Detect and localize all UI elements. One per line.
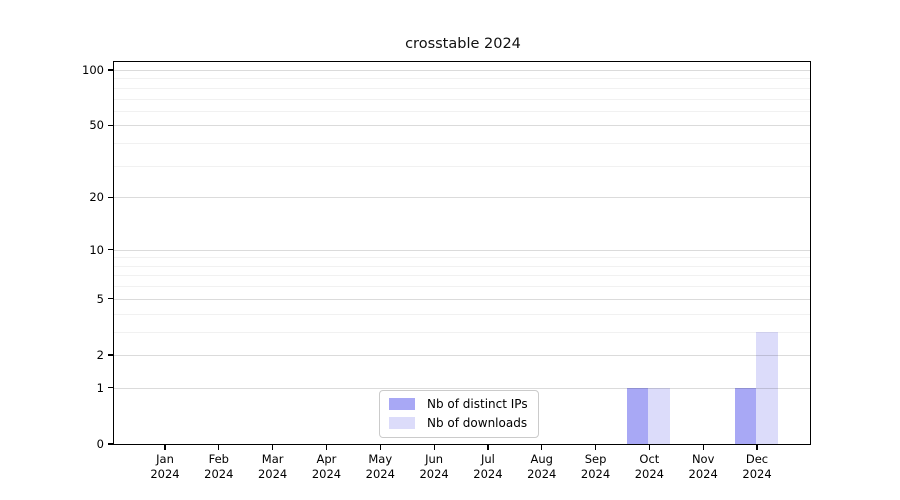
x-tick-nov-2024 bbox=[702, 445, 704, 450]
x-tick-label-line: Jun bbox=[425, 452, 444, 466]
x-tick-label-jul-2024: Jul 2024 bbox=[456, 452, 520, 482]
y-tick-0 bbox=[108, 443, 114, 445]
x-tick-apr-2024 bbox=[325, 445, 328, 450]
gridline-y-9 bbox=[114, 257, 810, 259]
y-tick-2 bbox=[108, 354, 114, 356]
y-tick-label-0: 0 bbox=[96, 437, 104, 451]
x-tick-label-nov-2024: Nov 2024 bbox=[671, 452, 735, 482]
x-tick-label-line: 2024 bbox=[688, 467, 718, 481]
x-tick-label-line: Aug bbox=[530, 452, 553, 466]
bar-dec-2024-nb-of-downloads bbox=[756, 331, 778, 444]
plot-area bbox=[113, 61, 811, 445]
gridline-y-5 bbox=[114, 298, 810, 300]
x-tick-label-jan-2024: Jan 2024 bbox=[133, 452, 197, 482]
x-tick-label-line: Jul bbox=[480, 452, 495, 466]
gridline-y-40 bbox=[114, 143, 810, 145]
x-tick-label-line: Dec bbox=[745, 452, 769, 466]
x-tick-label-line: 2024 bbox=[527, 467, 557, 481]
gridline-y-20 bbox=[114, 197, 810, 199]
legend-label-distinct-ips: Nb of distinct IPs bbox=[427, 397, 528, 411]
gridline-y-90 bbox=[114, 78, 810, 80]
x-tick-mar-2024 bbox=[272, 445, 274, 450]
gridline-y-2 bbox=[114, 354, 810, 356]
x-tick-label-line: Sep bbox=[584, 452, 607, 466]
x-tick-label-sep-2024: Sep 2024 bbox=[564, 452, 628, 482]
gridline-y-10 bbox=[114, 249, 810, 251]
gridline-y-70 bbox=[114, 98, 810, 100]
x-tick-label-jun-2024: Jun 2024 bbox=[402, 452, 466, 482]
x-tick-label-feb-2024: Feb 2024 bbox=[187, 452, 251, 482]
y-tick-label-1: 1 bbox=[96, 380, 104, 395]
y-tick-label-50: 50 bbox=[89, 118, 104, 133]
x-tick-jun-2024 bbox=[433, 445, 435, 450]
legend-swatch-downloads bbox=[389, 417, 415, 429]
x-tick-label-line: Mar bbox=[261, 452, 284, 466]
x-tick-label-line: 2024 bbox=[742, 467, 772, 481]
gridline-y-80 bbox=[114, 87, 810, 89]
x-tick-dec-2024 bbox=[756, 445, 758, 450]
y-tick-1 bbox=[108, 387, 114, 389]
x-tick-label-line: 2024 bbox=[419, 467, 449, 481]
legend: Nb of distinct IPs Nb of downloads bbox=[379, 390, 539, 438]
x-tick-label-may-2024: May 2024 bbox=[348, 452, 412, 482]
x-tick-label-line: Jan bbox=[156, 452, 174, 466]
legend-item-distinct-ips: Nb of distinct IPs bbox=[389, 397, 528, 411]
gridline-y-7 bbox=[114, 275, 810, 277]
bar-oct-2024-nb-of-distinct-ips bbox=[626, 387, 649, 444]
x-tick-label-line: 2024 bbox=[257, 467, 288, 481]
bar-dec-2024-nb-of-distinct-ips bbox=[734, 387, 757, 444]
gridline-y-100 bbox=[114, 70, 810, 71]
x-tick-label-line: 2024 bbox=[634, 467, 665, 481]
gridline-y-3 bbox=[114, 331, 810, 333]
x-tick-label-line: 2024 bbox=[204, 467, 234, 481]
x-tick-label-line: 2024 bbox=[311, 467, 342, 481]
gridline-y-60 bbox=[114, 110, 810, 112]
y-tick-label-20: 20 bbox=[89, 190, 104, 205]
gridline-y-8 bbox=[114, 265, 810, 267]
x-tick-label-apr-2024: Apr 2024 bbox=[294, 452, 358, 482]
y-tick-5 bbox=[108, 298, 114, 300]
x-tick-label-mar-2024: Mar 2024 bbox=[241, 452, 305, 482]
x-tick-label-line: 2024 bbox=[365, 467, 395, 481]
y-tick-100 bbox=[108, 69, 114, 71]
legend-swatch-distinct-ips bbox=[389, 398, 415, 410]
y-tick-label-100: 100 bbox=[82, 63, 104, 77]
x-tick-label-line: 2024 bbox=[150, 467, 180, 481]
y-tick-label-2: 2 bbox=[96, 347, 104, 362]
gridline-y-4 bbox=[114, 313, 810, 315]
x-tick-may-2024 bbox=[379, 445, 381, 450]
x-tick-label-dec-2024: Dec 2024 bbox=[725, 452, 789, 482]
y-tick-label-5: 5 bbox=[96, 291, 104, 306]
x-tick-oct-2024 bbox=[648, 445, 650, 450]
x-tick-feb-2024 bbox=[218, 445, 220, 450]
x-tick-label-aug-2024: Aug 2024 bbox=[510, 452, 574, 482]
legend-item-downloads: Nb of downloads bbox=[389, 416, 528, 430]
gridline-y-6 bbox=[114, 286, 810, 288]
x-tick-jan-2024 bbox=[164, 445, 166, 450]
x-tick-label-line: Oct bbox=[639, 452, 660, 466]
y-tick-10 bbox=[108, 249, 114, 251]
x-tick-aug-2024 bbox=[541, 445, 543, 450]
x-tick-label-line: 2024 bbox=[580, 467, 611, 481]
x-tick-sep-2024 bbox=[594, 445, 597, 450]
x-tick-label-oct-2024: Oct 2024 bbox=[617, 452, 681, 482]
x-tick-label-line: Nov bbox=[691, 452, 715, 466]
x-tick-label-line: Feb bbox=[208, 452, 229, 466]
y-tick-20 bbox=[108, 196, 114, 198]
y-tick-50 bbox=[108, 124, 114, 126]
x-tick-jul-2024 bbox=[487, 445, 489, 450]
x-tick-label-line: Apr bbox=[316, 452, 337, 466]
gridline-y-30 bbox=[114, 165, 810, 167]
bar-oct-2024-nb-of-downloads bbox=[648, 387, 670, 444]
gridline-y-1 bbox=[114, 387, 810, 389]
gridline-y-50 bbox=[114, 125, 810, 127]
y-tick-label-10: 10 bbox=[89, 242, 104, 257]
x-tick-label-line: 2024 bbox=[473, 467, 503, 481]
x-tick-label-line: May bbox=[368, 452, 393, 466]
chart-title: crosstable 2024 bbox=[405, 36, 521, 52]
legend-label-downloads: Nb of downloads bbox=[427, 416, 528, 430]
